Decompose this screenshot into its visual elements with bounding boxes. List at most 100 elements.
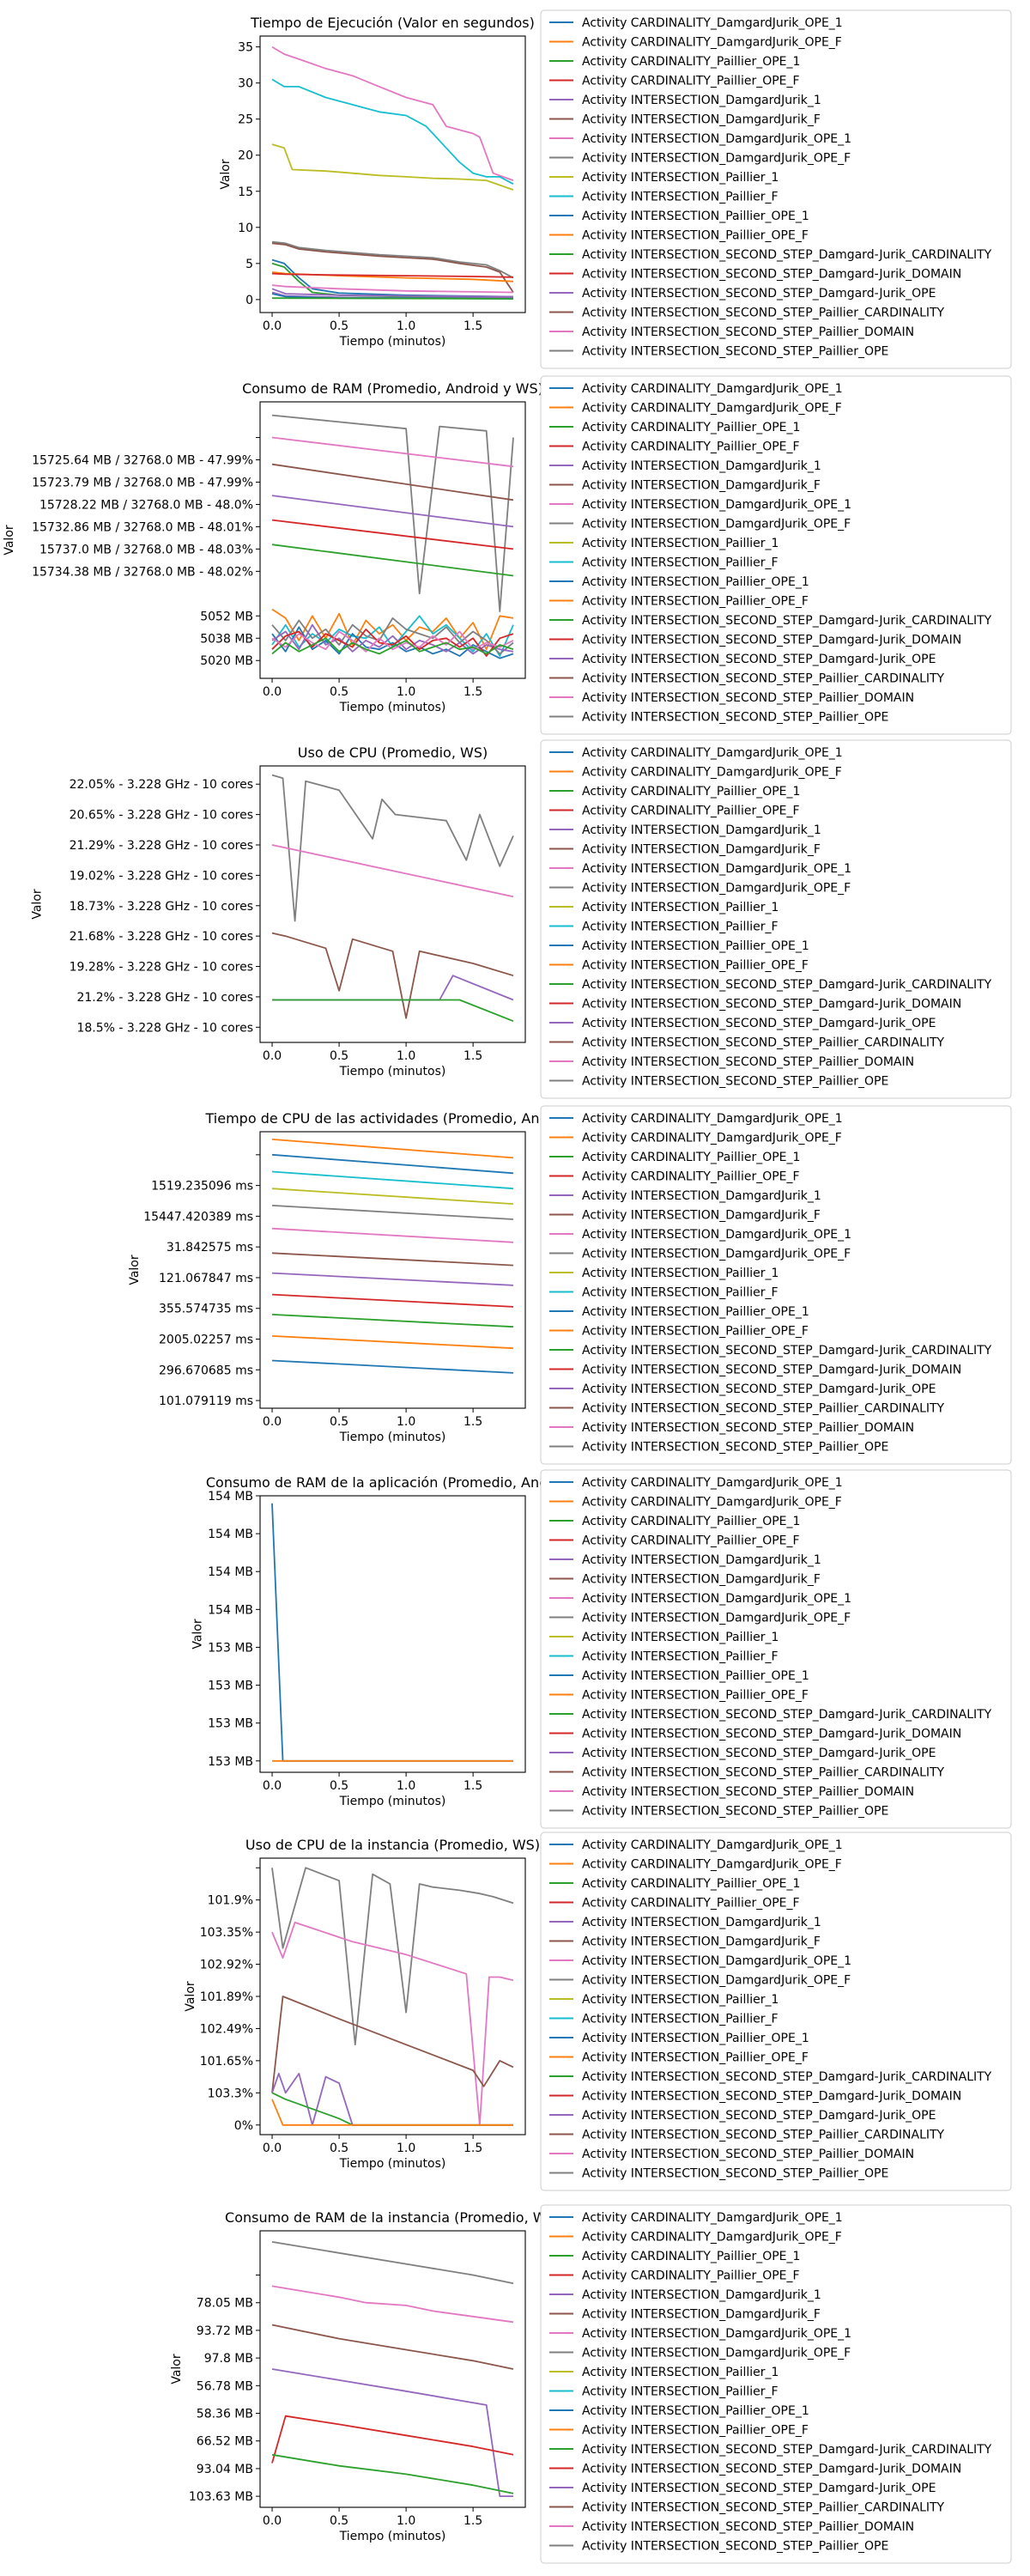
- legend-label: Activity INTERSECTION_DamgardJurik_OPE_1: [582, 498, 851, 512]
- legend-label: Activity INTERSECTION_SECOND_STEP_Pailli…: [582, 2540, 888, 2554]
- x-tick-label: 1.5: [464, 1415, 482, 1429]
- y-axis-label: Valor: [128, 1255, 142, 1285]
- legend-label: Activity CARDINALITY_Paillier_OPE_F: [582, 1897, 800, 1911]
- series-line-8: [271, 1188, 514, 1205]
- legend-label: Activity INTERSECTION_SECOND_STEP_Pailli…: [582, 1036, 945, 1050]
- series-line-16: [271, 46, 514, 181]
- legend-label: Activity INTERSECTION_Paillier_1: [582, 171, 779, 185]
- legend: Activity CARDINALITY_DamgardJurik_OPE_1 A…: [540, 1832, 1012, 2191]
- legend-label: Activity CARDINALITY_DamgardJurik_OPE_1: [582, 1838, 843, 1852]
- y-tick-label: 103.63 MB: [189, 2490, 253, 2504]
- legend-label: Activity INTERSECTION_DamgardJurik_OPE_1: [582, 1592, 851, 1606]
- legend-label: Activity INTERSECTION_Paillier_F: [582, 191, 779, 204]
- legend-label: Activity INTERSECTION_SECOND_STEP_Pailli…: [582, 345, 888, 359]
- x-tick-label: 0.0: [263, 2142, 282, 2155]
- series-line-17: [271, 1867, 514, 2046]
- series-line-11: [271, 1335, 514, 1350]
- y-tick-label: 153 MB: [208, 1717, 253, 1731]
- legend-label: Activity INTERSECTION_SECOND_STEP_Damgar…: [582, 2482, 936, 2495]
- legend-label: Activity CARDINALITY_Paillier_OPE_F: [582, 805, 800, 818]
- y-tick-label: 102.49%: [200, 2022, 253, 2036]
- legend-label: Activity INTERSECTION_SECOND_STEP_Pailli…: [582, 691, 914, 705]
- legend-label: Activity INTERSECTION_SECOND_STEP_Pailli…: [582, 1805, 888, 1819]
- series-line-4: [272, 975, 514, 1001]
- legend-label: Activity INTERSECTION_SECOND_STEP_Damgar…: [582, 1382, 936, 1396]
- legend-label: Activity INTERSECTION_DamgardJurik_F: [582, 843, 821, 857]
- legend-label: Activity INTERSECTION_Paillier_OPE_F: [582, 1689, 809, 1703]
- legend-label: Activity CARDINALITY_Paillier_OPE_1: [582, 2250, 800, 2263]
- series-line-4: [271, 2368, 513, 2498]
- series-line-7: [271, 617, 514, 655]
- x-tick-label: 1.5: [464, 2142, 482, 2155]
- x-tick-label: 1.5: [464, 319, 482, 333]
- y-tick-label: 15728.22 MB / 32768.0 MB - 48.0%: [39, 498, 253, 512]
- y-tick-label: 5020 MB: [200, 654, 253, 668]
- legend-label: Activity INTERSECTION_DamgardJurik_1: [582, 459, 821, 473]
- y-tick-label: 103.35%: [200, 1926, 253, 1940]
- axes-frame: [259, 2230, 526, 2508]
- legend-label: Activity CARDINALITY_DamgardJurik_OPE_F: [582, 1496, 842, 1510]
- series-line-3: [271, 629, 514, 657]
- x-tick-label: 1.5: [464, 2514, 482, 2528]
- x-tick-label: 0.0: [263, 1049, 282, 1063]
- legend-label: Activity CARDINALITY_DamgardJurik_OPE_1: [582, 2211, 843, 2225]
- legend-label: Activity INTERSECTION_SECOND_STEP_Damgar…: [582, 1344, 992, 1358]
- series-line-6: [271, 284, 514, 294]
- legend-label: Activity INTERSECTION_SECOND_STEP_Damgar…: [582, 287, 936, 301]
- legend-label: Activity INTERSECTION_DamgardJurik_F: [582, 113, 821, 127]
- legend-box: [540, 375, 1012, 735]
- y-tick-label: 35: [238, 41, 253, 55]
- y-axis-label: Valor: [31, 889, 45, 920]
- legend-label: Activity INTERSECTION_Paillier_1: [582, 2366, 779, 2379]
- legend-label: Activity INTERSECTION_SECOND_STEP_Damgar…: [582, 2443, 992, 2457]
- legend-label: Activity INTERSECTION_Paillier_1: [582, 1267, 779, 1280]
- y-tick-label: 121.067847 ms: [159, 1272, 253, 1285]
- legend-label: Activity INTERSECTION_SECOND_STEP_Pailli…: [582, 2129, 945, 2142]
- y-tick-label: 25: [238, 113, 253, 127]
- x-tick-label: 0.0: [263, 319, 282, 333]
- legend: Activity CARDINALITY_DamgardJurik_OPE_1 A…: [540, 1105, 1012, 1465]
- legend-label: Activity INTERSECTION_SECOND_STEP_Pailli…: [582, 1421, 914, 1435]
- legend-label: Activity INTERSECTION_DamgardJurik_F: [582, 1935, 821, 1949]
- y-tick-label: 2005.02257 ms: [159, 1334, 253, 1347]
- legend-label: Activity INTERSECTION_DamgardJurik_OPE_1: [582, 132, 851, 146]
- legend-label: Activity INTERSECTION_DamgardJurik_OPE_1: [582, 862, 851, 876]
- legend-label: Activity CARDINALITY_DamgardJurik_OPE_1: [582, 382, 843, 396]
- x-tick-label: 1.0: [397, 2514, 415, 2528]
- series-line-7: [271, 240, 514, 279]
- legend-label: Activity INTERSECTION_SECOND_STEP_Pailli…: [582, 2167, 888, 2181]
- series-line-9: [271, 78, 514, 185]
- series-line-5: [271, 1996, 514, 2093]
- legend-label: Activity CARDINALITY_DamgardJurik_OPE_1: [582, 1476, 843, 1490]
- legend-label: Activity INTERSECTION_Paillier_OPE_1: [582, 2032, 809, 2045]
- chart-panel-4: Tiempo de CPU de las actividades (Promed…: [128, 1105, 1012, 1465]
- x-tick-label: 1.0: [397, 685, 415, 699]
- y-axis-label: Valor: [170, 2354, 184, 2385]
- legend-label: Activity INTERSECTION_SECOND_STEP_Pailli…: [582, 1766, 945, 1780]
- legend-label: Activity CARDINALITY_Paillier_OPE_F: [582, 440, 800, 454]
- x-tick-label: 1.5: [464, 1049, 482, 1063]
- series-line-2: [271, 1314, 514, 1328]
- y-axis-label: Valor: [191, 1619, 204, 1649]
- x-axis-label: Tiempo (minutos): [339, 2157, 446, 2171]
- y-tick-label: 1519.235096 ms: [151, 1180, 253, 1194]
- legend-label: Activity INTERSECTION_SECOND_STEP_Damgar…: [582, 1747, 936, 1760]
- legend-label: Activity INTERSECTION_DamgardJurik_OPE_F: [582, 518, 851, 532]
- legend-label: Activity INTERSECTION_Paillier_OPE_1: [582, 1305, 809, 1319]
- y-tick-label: 18.73% - 3.228 GHz - 10 cores: [70, 900, 253, 914]
- legend: Activity CARDINALITY_DamgardJurik_OPE_1 A…: [540, 9, 1012, 369]
- axes-frame: [259, 401, 526, 679]
- legend-label: Activity INTERSECTION_DamgardJurik_F: [582, 1573, 821, 1587]
- x-tick-label: 0.5: [330, 1049, 348, 1063]
- series-line-12: [272, 999, 514, 1023]
- chart-panel-1: Tiempo de Ejecución (Valor en segundos) 0…: [219, 9, 1012, 369]
- series-line-0: [271, 1153, 514, 1175]
- legend: Activity CARDINALITY_DamgardJurik_OPE_1 A…: [540, 375, 1012, 735]
- legend-label: Activity INTERSECTION_SECOND_STEP_Damgar…: [582, 2109, 936, 2123]
- y-tick-label: 154 MB: [208, 1490, 253, 1504]
- y-tick-label: 78.05 MB: [197, 2297, 253, 2311]
- y-tick-label: 56.78 MB: [197, 2379, 253, 2393]
- legend-label: Activity INTERSECTION_SECOND_STEP_Damgar…: [582, 248, 992, 262]
- series-line-4: [271, 1272, 514, 1286]
- legend-label: Activity INTERSECTION_SECOND_STEP_Pailli…: [582, 711, 888, 725]
